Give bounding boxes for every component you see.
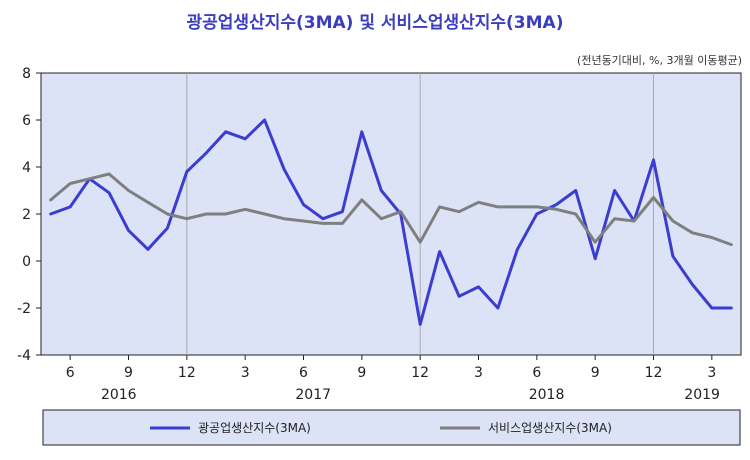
x-axis: 6 9 12 3 6 9 12 3 6 9 12 3 2016 2017 2018 2019	[66, 355, 720, 403]
legend-label-0: 광공업생산지수(3MA)	[198, 421, 311, 435]
x-tick-label: 12	[178, 365, 196, 381]
x-tick-label: 6	[66, 365, 75, 381]
x-tick-label: 9	[357, 365, 366, 381]
x-tick-label: 12	[645, 365, 663, 381]
y-tick-label: 0	[22, 254, 31, 270]
x-tick-label: 12	[411, 365, 429, 381]
series-line-1	[49, 172, 733, 247]
y-tick-label: 2	[22, 207, 31, 223]
chart-subtitle: (전년동기대비, %, 3개월 이동평균)	[577, 54, 742, 67]
legend-box	[42, 409, 741, 446]
x-tick-label: 6	[532, 365, 541, 381]
series-layer	[49, 118, 733, 326]
year-label: 2016	[101, 387, 137, 403]
y-axis: 8 6 4 2 0 -2 -4	[17, 66, 41, 364]
series-line-0	[49, 118, 733, 326]
y-tick-label: 8	[22, 66, 31, 82]
y-tick-label: 4	[22, 160, 31, 176]
x-tick-label: 6	[299, 365, 308, 381]
chart-title: 광공업생산지수(3MA) 및 서비스업생산지수(3MA)	[186, 13, 564, 33]
x-tick-label: 3	[241, 365, 250, 381]
x-tick-label: 9	[591, 365, 600, 381]
y-tick-label: -2	[17, 301, 31, 317]
y-tick-label: 6	[22, 113, 31, 129]
x-tick-label: 3	[707, 365, 716, 381]
legend-label-1: 서비스업생산지수(3MA)	[488, 421, 612, 435]
x-tick-label: 9	[124, 365, 133, 381]
year-label: 2018	[529, 387, 565, 403]
legend: 광공업생산지수(3MA) 서비스업생산지수(3MA)	[42, 409, 741, 446]
year-label: 2017	[295, 387, 331, 403]
x-tick-label: 3	[474, 365, 483, 381]
grid-layer	[186, 73, 654, 355]
y-tick-label: -4	[17, 348, 31, 364]
year-label: 2019	[684, 387, 720, 403]
